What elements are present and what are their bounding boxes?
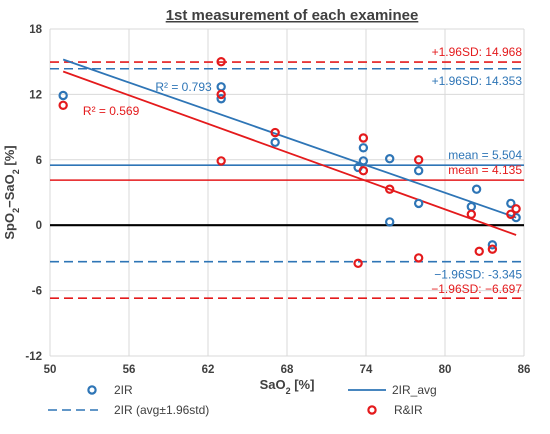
legend-item: 2IR (avg±1.96std) [48, 403, 209, 417]
point-2ir [506, 198, 516, 209]
x-tick-label: 50 [44, 364, 57, 376]
upper-label: +1.96SD: 14.968 [432, 45, 523, 59]
point-r-ir [358, 165, 369, 176]
y-axis-title-sub: 2 [11, 169, 21, 174]
y-axis-title: SpO2−SaO2 [%] [2, 145, 21, 239]
x-tick-label: 74 [360, 364, 373, 376]
x-tick-label: 62 [202, 364, 215, 376]
point-2ir [413, 165, 424, 176]
y-tick-label: 6 [36, 155, 42, 167]
x-tick-label: 56 [123, 364, 136, 376]
y-tick-label: 0 [36, 220, 42, 232]
trendlines [62, 58, 517, 236]
upper-label: +1.96SD: 14.353 [432, 74, 523, 88]
trendline-2ir [62, 58, 517, 219]
legend-marker-icon [367, 405, 377, 415]
point-2ir [487, 240, 498, 250]
legend-label: 2IR [114, 383, 133, 397]
point-r-ir [487, 244, 498, 254]
x-axis-title: SaO2 [%] [260, 377, 315, 396]
point-2ir [358, 156, 369, 166]
y-axis-title-part: [%] [2, 145, 17, 169]
point-r-ir [474, 246, 484, 257]
y-axis-title-part: −SaO [2, 174, 17, 208]
legend-marker-icon [87, 385, 97, 395]
trendline-r-ir [62, 70, 517, 236]
legend-label: 2IR (avg±1.96std) [114, 403, 209, 417]
mean-label: mean = 4.135 [448, 163, 522, 177]
x-axis-title-main: SaO [260, 377, 286, 392]
x-tick-label: 68 [281, 364, 294, 376]
point-r-ir [506, 209, 516, 219]
point-r-ir [413, 155, 424, 165]
lower-label: −1.96SD: -3.345 [434, 268, 522, 282]
legend-item: 2IR [87, 383, 133, 397]
reference-lines [50, 61, 524, 299]
point-r-ir [358, 133, 369, 143]
x-tick-label: 86 [518, 364, 531, 376]
x-axis-title-sub: 2 [286, 386, 291, 396]
point-2ir [58, 90, 68, 101]
legend: 2IR 2IR_avg 2IR (avg±1.96std) R&IR [48, 383, 437, 417]
legend-item: R&IR [367, 403, 423, 417]
lower-label: −1.96SD: −6.697 [431, 282, 522, 296]
point-r-ir [511, 204, 521, 214]
point-r-ir [385, 184, 395, 194]
chart-title: 1st measurement of each examinee [166, 7, 419, 24]
r2-label-2ir: R² = 0.793 [155, 80, 212, 94]
point-r-ir [413, 253, 424, 263]
point-2ir [413, 198, 424, 209]
point-2ir [358, 143, 369, 153]
legend-item: 2IR_avg [348, 383, 437, 397]
legend-label: 2IR_avg [392, 383, 437, 397]
point-2ir [471, 184, 482, 194]
point-2ir [385, 154, 395, 164]
y-tick-label: -6 [32, 286, 42, 298]
point-2ir [385, 217, 395, 227]
y-tick-label: 12 [29, 89, 42, 101]
point-r-ir [216, 156, 226, 166]
mean-label: mean = 5.504 [448, 148, 522, 162]
point-r-ir [466, 209, 477, 219]
y-axis-title-sub: 2 [11, 208, 21, 213]
legend-label: R&IR [394, 403, 423, 417]
point-2ir [466, 201, 477, 212]
point-r-ir [353, 258, 363, 269]
point-r-ir [58, 100, 68, 111]
data-points [58, 57, 521, 269]
x-axis-title-suffix: [%] [291, 377, 315, 392]
point-r-ir [270, 127, 280, 138]
point-r-ir [216, 57, 226, 67]
y-tick-label: 18 [29, 24, 42, 36]
point-2ir [270, 137, 280, 148]
y-axis-title-part: SpO [2, 213, 17, 240]
point-2ir [216, 94, 226, 104]
point-r-ir [216, 89, 226, 100]
y-tick-label: -12 [25, 351, 42, 363]
r2-label-r-ir: R² = 0.569 [83, 104, 140, 118]
point-2ir [216, 82, 226, 92]
x-tick-label: 80 [439, 364, 452, 376]
